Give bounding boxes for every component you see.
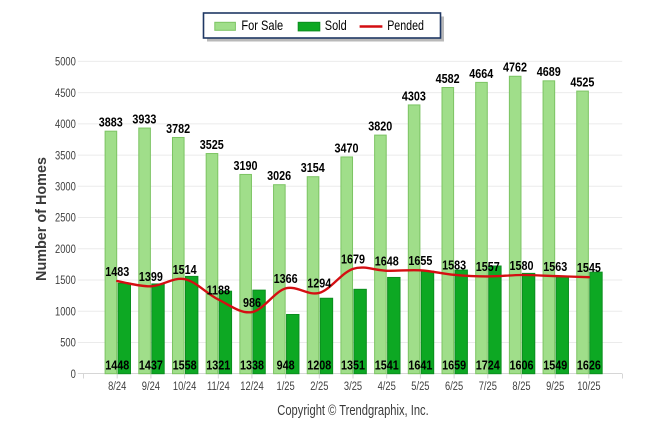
svg-text:4/25: 4/25 bbox=[378, 380, 396, 393]
svg-text:3000: 3000 bbox=[55, 180, 76, 193]
svg-text:4689: 4689 bbox=[537, 64, 561, 79]
svg-text:1366: 1366 bbox=[274, 271, 298, 286]
svg-text:2500: 2500 bbox=[55, 212, 76, 225]
svg-text:10/24: 10/24 bbox=[173, 380, 196, 393]
svg-text:3500: 3500 bbox=[55, 149, 76, 162]
svg-text:4664: 4664 bbox=[469, 66, 493, 81]
svg-text:1648: 1648 bbox=[375, 254, 399, 269]
svg-text:Number of Homes: Number of Homes bbox=[34, 157, 50, 281]
svg-text:4762: 4762 bbox=[503, 60, 527, 75]
svg-text:1655: 1655 bbox=[408, 253, 432, 268]
svg-text:1563: 1563 bbox=[543, 259, 567, 274]
svg-text:4500: 4500 bbox=[55, 87, 76, 100]
svg-text:4303: 4303 bbox=[402, 88, 426, 103]
svg-text:1399: 1399 bbox=[139, 269, 163, 284]
svg-text:9/24: 9/24 bbox=[142, 380, 160, 393]
svg-text:3/25: 3/25 bbox=[344, 380, 362, 393]
svg-text:1724: 1724 bbox=[476, 358, 500, 373]
svg-text:1557: 1557 bbox=[476, 259, 500, 274]
svg-text:3883: 3883 bbox=[99, 115, 123, 130]
svg-text:Copyright © Trendgraphix, Inc.: Copyright © Trendgraphix, Inc. bbox=[277, 401, 428, 418]
svg-text:6/25: 6/25 bbox=[445, 380, 463, 393]
svg-text:3933: 3933 bbox=[132, 111, 156, 126]
svg-text:1606: 1606 bbox=[510, 358, 534, 373]
svg-text:2/25: 2/25 bbox=[310, 380, 328, 393]
svg-text:4582: 4582 bbox=[436, 71, 460, 86]
svg-text:3525: 3525 bbox=[200, 137, 224, 152]
svg-text:7/25: 7/25 bbox=[479, 380, 497, 393]
svg-text:3154: 3154 bbox=[301, 160, 325, 175]
svg-text:5/25: 5/25 bbox=[411, 380, 429, 393]
svg-text:1294: 1294 bbox=[307, 276, 331, 291]
svg-text:3820: 3820 bbox=[368, 119, 392, 134]
svg-text:1448: 1448 bbox=[105, 358, 129, 373]
svg-text:1/25: 1/25 bbox=[276, 380, 294, 393]
svg-text:1437: 1437 bbox=[139, 358, 163, 373]
svg-text:8/25: 8/25 bbox=[512, 380, 530, 393]
svg-text:1208: 1208 bbox=[307, 358, 331, 373]
svg-text:4000: 4000 bbox=[55, 118, 76, 131]
svg-text:3190: 3190 bbox=[234, 158, 258, 173]
svg-text:1351: 1351 bbox=[341, 358, 365, 373]
svg-text:1483: 1483 bbox=[105, 264, 129, 279]
svg-text:1545: 1545 bbox=[577, 260, 601, 275]
svg-text:For Sale: For Sale bbox=[241, 18, 283, 33]
svg-text:500: 500 bbox=[60, 337, 76, 350]
svg-text:0: 0 bbox=[71, 368, 76, 381]
svg-text:1188: 1188 bbox=[207, 282, 231, 297]
svg-text:1000: 1000 bbox=[55, 305, 76, 318]
svg-text:1558: 1558 bbox=[173, 358, 197, 373]
svg-text:3470: 3470 bbox=[335, 140, 359, 155]
svg-text:Sold: Sold bbox=[325, 18, 347, 33]
svg-text:1549: 1549 bbox=[543, 358, 567, 373]
svg-text:8/24: 8/24 bbox=[108, 380, 126, 393]
svg-text:2000: 2000 bbox=[55, 243, 76, 256]
svg-text:Pended: Pended bbox=[387, 18, 424, 34]
svg-text:1626: 1626 bbox=[577, 358, 601, 373]
svg-text:1514: 1514 bbox=[173, 262, 197, 277]
svg-text:1541: 1541 bbox=[375, 358, 399, 373]
svg-text:986: 986 bbox=[243, 295, 261, 310]
svg-text:12/24: 12/24 bbox=[240, 380, 263, 393]
svg-text:1659: 1659 bbox=[442, 358, 466, 373]
svg-text:11/24: 11/24 bbox=[207, 380, 230, 393]
svg-text:1321: 1321 bbox=[206, 358, 230, 373]
svg-text:9/25: 9/25 bbox=[546, 380, 564, 393]
svg-text:4525: 4525 bbox=[570, 75, 594, 90]
svg-text:1641: 1641 bbox=[408, 358, 432, 373]
svg-text:3026: 3026 bbox=[267, 168, 291, 183]
svg-text:1679: 1679 bbox=[341, 252, 365, 267]
svg-text:1580: 1580 bbox=[510, 258, 534, 273]
svg-text:1500: 1500 bbox=[55, 274, 76, 287]
svg-text:1583: 1583 bbox=[442, 258, 466, 273]
svg-text:1338: 1338 bbox=[240, 358, 264, 373]
svg-text:5000: 5000 bbox=[55, 56, 76, 69]
svg-text:948: 948 bbox=[277, 358, 295, 373]
svg-text:3782: 3782 bbox=[166, 121, 190, 136]
svg-text:10/25: 10/25 bbox=[577, 380, 600, 393]
